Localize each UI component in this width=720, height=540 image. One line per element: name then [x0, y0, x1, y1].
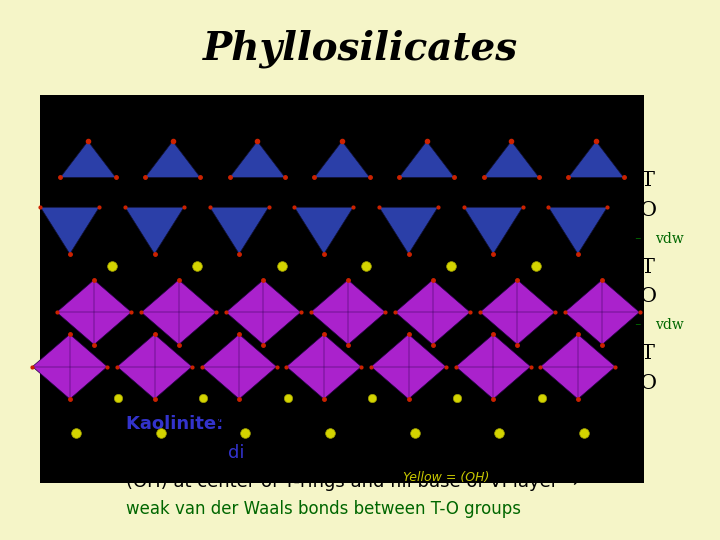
Text: O: O	[278, 415, 292, 433]
Text: di: di	[228, 443, 244, 462]
Text: vdw: vdw	[655, 232, 684, 246]
Polygon shape	[202, 334, 276, 399]
Polygon shape	[379, 207, 438, 254]
Polygon shape	[480, 280, 555, 345]
Text: ) layers: ) layers	[356, 443, 423, 462]
Polygon shape	[141, 280, 216, 345]
Text: Al: Al	[215, 415, 232, 433]
Polygon shape	[456, 334, 531, 399]
Text: O: O	[639, 374, 657, 393]
Polygon shape	[57, 280, 132, 345]
Text: O: O	[639, 201, 657, 220]
Text: Kaolinite:: Kaolinite:	[126, 415, 230, 433]
Polygon shape	[315, 141, 369, 178]
Text: 2: 2	[233, 424, 240, 437]
Polygon shape	[117, 334, 192, 399]
Polygon shape	[32, 334, 107, 399]
Text: T: T	[641, 344, 655, 363]
Text: 4: 4	[347, 424, 355, 437]
Polygon shape	[125, 207, 184, 254]
Text: vdw: vdw	[655, 318, 684, 332]
Text: ocathedral (Al: ocathedral (Al	[243, 443, 369, 462]
Text: Yellow = (OH): Yellow = (OH)	[403, 471, 490, 484]
Polygon shape	[294, 207, 354, 254]
Polygon shape	[40, 207, 99, 254]
Polygon shape	[464, 207, 523, 254]
Text: 2: 2	[271, 424, 279, 437]
Polygon shape	[568, 141, 624, 178]
Polygon shape	[287, 334, 361, 399]
Polygon shape	[395, 280, 470, 345]
Polygon shape	[484, 141, 539, 178]
Text: 5: 5	[294, 424, 302, 437]
Bar	[40, 94, 644, 483]
Polygon shape	[60, 141, 116, 178]
Polygon shape	[145, 141, 200, 178]
Polygon shape	[226, 280, 301, 345]
Polygon shape	[210, 207, 269, 254]
Polygon shape	[310, 280, 385, 345]
Text: O: O	[639, 287, 657, 307]
Polygon shape	[564, 280, 639, 345]
Polygon shape	[549, 207, 607, 254]
Text: ] (OH): ] (OH)	[301, 415, 356, 433]
Text: T: T	[641, 171, 655, 191]
Text: -: -	[634, 230, 641, 248]
Text: T: T	[641, 258, 655, 277]
Polygon shape	[230, 141, 285, 178]
Polygon shape	[541, 334, 616, 399]
Text: Phyllosilicates: Phyllosilicates	[202, 30, 518, 68]
Polygon shape	[399, 141, 454, 178]
Text: [Si: [Si	[240, 415, 270, 433]
Text: -: -	[634, 316, 641, 334]
Polygon shape	[371, 334, 446, 399]
Text: 3+: 3+	[343, 438, 361, 451]
Text: (OH) at center of T-rings and fill base of VI layer →: (OH) at center of T-rings and fill base …	[126, 472, 579, 491]
Text: T-layers and: T-layers and	[126, 443, 242, 462]
Text: weak van der Waals bonds between T-O groups: weak van der Waals bonds between T-O gro…	[127, 500, 521, 518]
